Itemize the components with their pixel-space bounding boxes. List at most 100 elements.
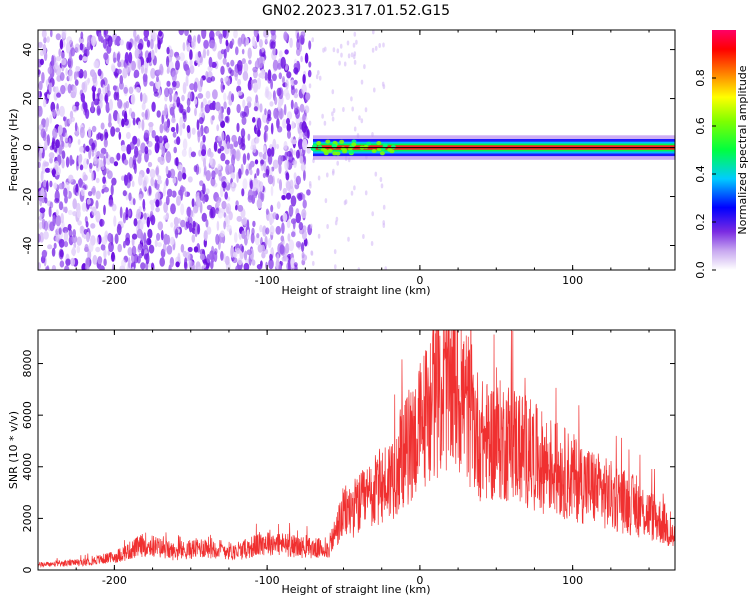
- noise-cell: [259, 103, 263, 113]
- noise-cell: [283, 140, 288, 150]
- y-tick-label: 20: [21, 92, 34, 106]
- noise-cell: [215, 101, 221, 112]
- noise-cell: [352, 54, 356, 60]
- noise-cell: [210, 259, 214, 270]
- noise-cell: [198, 117, 204, 125]
- noise-cell: [186, 97, 191, 107]
- noise-cell: [38, 180, 42, 189]
- noise-cell: [61, 30, 67, 39]
- noise-cell: [60, 52, 65, 60]
- x-tick-label: -200: [102, 574, 127, 587]
- noise-cell: [200, 77, 203, 88]
- signal-cell: [363, 144, 369, 149]
- noise-cell: [287, 130, 291, 139]
- noise-cell: [156, 232, 161, 241]
- noise-cell: [128, 86, 134, 95]
- noise-cell: [315, 74, 319, 80]
- noise-cell: [104, 94, 107, 102]
- noise-cell: [166, 46, 170, 55]
- noise-cell: [237, 78, 242, 86]
- noise-cell: [105, 168, 110, 174]
- noise-cell: [144, 109, 148, 120]
- noise-cell: [353, 31, 357, 37]
- noise-cell: [116, 68, 122, 75]
- noise-cell: [186, 44, 190, 52]
- noise-cell: [131, 233, 138, 240]
- noise-cell: [235, 247, 241, 254]
- noise-cell: [163, 121, 169, 132]
- noise-cell: [175, 60, 180, 71]
- x-tick-label: 100: [562, 574, 583, 587]
- noise-cell: [230, 93, 235, 103]
- noise-cell: [92, 78, 98, 88]
- noise-cell: [38, 221, 43, 230]
- noise-cell: [171, 190, 177, 198]
- noise-cell: [224, 159, 230, 165]
- noise-cell: [58, 48, 61, 57]
- noise-cell: [266, 91, 272, 100]
- noise-cell: [301, 242, 305, 253]
- noise-cell: [49, 157, 53, 164]
- noise-cell: [241, 48, 245, 55]
- noise-cell: [103, 128, 108, 141]
- noise-cell: [111, 251, 115, 262]
- noise-cell: [300, 31, 306, 38]
- noise-cell: [44, 167, 51, 173]
- noise-cell: [308, 83, 312, 89]
- noise-cell: [103, 155, 106, 167]
- noise-cell: [146, 167, 150, 174]
- noise-cell: [124, 110, 128, 123]
- noise-cell: [279, 179, 282, 191]
- noise-cell: [149, 81, 155, 87]
- noise-cell: [79, 126, 85, 139]
- noise-cell: [199, 248, 205, 256]
- noise-cell: [115, 127, 120, 133]
- noise-cell: [357, 267, 361, 270]
- noise-cell: [256, 198, 263, 209]
- noise-cell: [211, 115, 215, 121]
- noise-cell: [178, 30, 185, 36]
- noise-cell: [56, 92, 61, 98]
- noise-cell: [209, 250, 215, 261]
- noise-cell: [134, 145, 139, 158]
- noise-cell: [202, 134, 206, 143]
- noise-cell: [155, 206, 160, 213]
- noise-cell: [267, 238, 272, 249]
- noise-cell: [92, 254, 98, 265]
- noise-cell: [151, 49, 155, 61]
- noise-cell: [155, 167, 159, 176]
- noise-cell: [249, 169, 253, 176]
- y-tick-label: -20: [21, 188, 34, 206]
- noise-cell: [246, 96, 252, 104]
- noise-cell: [216, 200, 221, 207]
- noise-cell: [116, 112, 120, 125]
- noise-cell: [68, 174, 74, 183]
- noise-cell: [215, 30, 221, 37]
- noise-cell: [303, 169, 306, 181]
- noise-cell: [205, 170, 211, 182]
- noise-cell: [254, 159, 259, 165]
- noise-cell: [169, 106, 175, 116]
- signal-cell: [351, 142, 357, 147]
- noise-cell: [76, 236, 82, 246]
- noise-cell: [231, 134, 237, 143]
- noise-cell: [235, 204, 238, 211]
- noise-cell: [195, 163, 200, 176]
- noise-cell: [290, 218, 297, 225]
- noise-cell: [206, 226, 212, 235]
- noise-cell: [41, 218, 46, 230]
- noise-cell: [239, 243, 244, 251]
- noise-cell: [172, 131, 177, 138]
- noise-cell: [97, 87, 102, 95]
- noise-cell: [260, 244, 266, 254]
- noise-cell: [151, 101, 156, 113]
- noise-cell: [295, 175, 301, 185]
- noise-cell: [140, 64, 145, 74]
- noise-cell: [55, 33, 61, 41]
- noise-cell: [128, 192, 132, 201]
- noise-cell: [308, 120, 312, 126]
- noise-cell: [202, 259, 208, 265]
- noise-cell: [231, 181, 235, 188]
- noise-cell: [246, 152, 250, 161]
